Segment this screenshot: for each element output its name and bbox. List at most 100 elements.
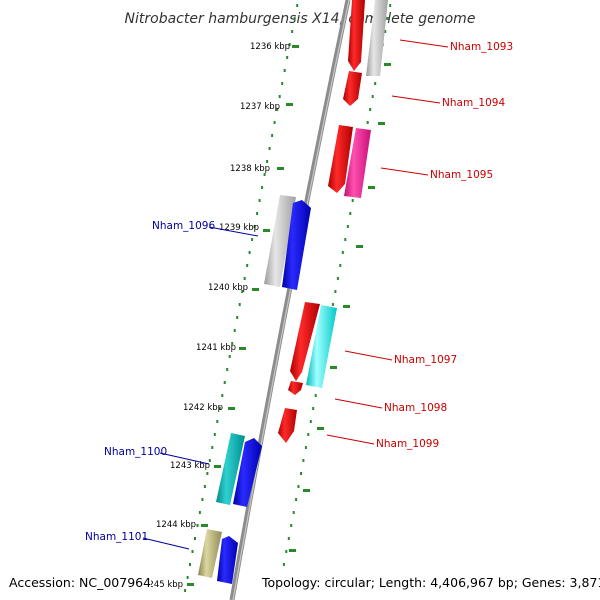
- track-dot: [194, 537, 196, 540]
- kbp-label: 1239 kbp: [219, 223, 259, 233]
- gene-leaders: [142, 39, 449, 550]
- track-dot: [336, 277, 339, 280]
- track-dot: [296, 4, 299, 7]
- track-dot: [285, 550, 288, 553]
- kbp-tick: [286, 103, 293, 106]
- gene-nham-1094-cds[interactable]: [343, 71, 362, 106]
- track-dot: [288, 43, 291, 46]
- gene-label-nham-1094[interactable]: Nham_1094: [442, 97, 505, 109]
- track-dot: [211, 446, 214, 449]
- track-dot: [386, 17, 389, 20]
- gene-nham-1100-product[interactable]: [216, 433, 245, 505]
- track-dot: [302, 459, 305, 462]
- kbp-label: 1240 kbp: [208, 283, 248, 293]
- kbp-scale: 1236 kbp 1237 kbp 1238 kbp 1239 kbp 1240…: [143, 42, 299, 590]
- leader-line: [334, 398, 383, 409]
- leader-line: [391, 95, 441, 104]
- gene-label-nham-1099[interactable]: Nham_1099: [376, 438, 439, 450]
- track-dot: [223, 381, 226, 384]
- track-dot: [283, 69, 286, 72]
- track-dot: [295, 498, 298, 501]
- track-dot: [304, 446, 307, 449]
- gene-nham-1093-cds[interactable]: [348, 0, 365, 71]
- track-tick: [289, 549, 296, 552]
- leader-line: [344, 350, 393, 361]
- kbp-label: 1241 kbp: [196, 343, 236, 353]
- gene-nham-1095-cds[interactable]: [328, 125, 353, 193]
- gene-nham-1097-cds[interactable]: [290, 302, 320, 381]
- leader-line: [208, 226, 259, 237]
- track-dot: [334, 290, 337, 293]
- gene-label-nham-1096[interactable]: Nham_1096: [152, 220, 215, 232]
- track-dot: [282, 563, 285, 566]
- track-dot: [186, 576, 189, 579]
- gene-label-nham-1098[interactable]: Nham_1098: [384, 402, 447, 414]
- gene-labels: Nham_1093 Nham_1094 Nham_1095 Nham_1096 …: [85, 41, 513, 543]
- track-dot: [206, 472, 209, 475]
- gene-nham-1093-product[interactable]: [366, 0, 388, 76]
- track-dot: [346, 225, 349, 228]
- track-dot: [331, 303, 334, 306]
- track-tick: [343, 305, 350, 308]
- track-dot: [339, 264, 342, 267]
- track-dot: [184, 589, 187, 592]
- gene-features: [198, 0, 388, 584]
- gene-nham-1095-product[interactable]: [344, 128, 371, 198]
- kbp-label: 1243 kbp: [170, 461, 210, 471]
- kbp-label: 1237 kbp: [240, 102, 280, 112]
- track-dot: [226, 368, 229, 371]
- track-dot: [307, 433, 310, 436]
- leader-line: [159, 452, 210, 465]
- track-tick: [330, 366, 337, 369]
- track-dot: [253, 225, 256, 228]
- track-tick: [356, 245, 363, 248]
- track-dot: [203, 485, 206, 488]
- track-dot: [366, 121, 369, 124]
- track-dot: [292, 511, 295, 514]
- kbp-label: 1236 kbp: [250, 42, 290, 52]
- track-dot: [281, 82, 284, 85]
- track-dot: [258, 199, 261, 202]
- gene-nham-1101-cds[interactable]: [217, 536, 238, 584]
- kbp-tick: [228, 407, 235, 410]
- kbp-label: 1242 kbp: [183, 403, 223, 413]
- gene-nham-1098-cds[interactable]: [288, 381, 303, 395]
- gene-label-nham-1093[interactable]: Nham_1093: [450, 41, 513, 53]
- track-dot: [371, 95, 374, 98]
- kbp-tick: [277, 167, 284, 170]
- genome-backbone: [229, 0, 351, 600]
- track-dot: [341, 251, 344, 254]
- gene-label-nham-1097[interactable]: Nham_1097: [394, 354, 457, 366]
- kbp-label: 1244 kbp: [156, 520, 196, 530]
- track-dot: [228, 355, 231, 358]
- track-dot: [233, 329, 236, 332]
- footer-topology-bg: [257, 572, 595, 592]
- track-dot: [300, 472, 302, 475]
- topology-text: Topology: circular; Length: 4,406,967 bp…: [261, 575, 600, 590]
- map-title: Nitrobacter hamburgensis X14, complete g…: [125, 11, 476, 27]
- track-dot: [208, 459, 211, 462]
- gene-label-nham-1095[interactable]: Nham_1095: [430, 169, 493, 181]
- gene-nham-1096-product[interactable]: [264, 195, 296, 287]
- gene-nham-1097-product[interactable]: [306, 305, 337, 388]
- gene-label-nham-1100[interactable]: Nham_1100: [104, 446, 167, 458]
- track-dot: [351, 199, 354, 202]
- gene-nham-1100-cds[interactable]: [233, 438, 262, 507]
- track-dot: [276, 108, 279, 111]
- footer-accession-bg: [4, 572, 151, 592]
- track-dot: [369, 108, 372, 111]
- track-dot: [297, 485, 300, 488]
- track-dot: [374, 82, 377, 85]
- track-dot: [189, 563, 191, 566]
- track-dot: [221, 394, 224, 397]
- gene-nham-1096-cds[interactable]: [282, 200, 311, 290]
- gene-nham-1101-product[interactable]: [198, 529, 222, 578]
- track-dot: [218, 407, 221, 410]
- track-dot: [196, 524, 199, 527]
- track-dot: [241, 290, 244, 293]
- track-dot: [271, 134, 274, 137]
- gene-label-nham-1101[interactable]: Nham_1101: [85, 531, 148, 543]
- gene-nham-1099-cds[interactable]: [278, 408, 297, 443]
- track-dot: [273, 121, 276, 124]
- track-dot: [278, 95, 281, 98]
